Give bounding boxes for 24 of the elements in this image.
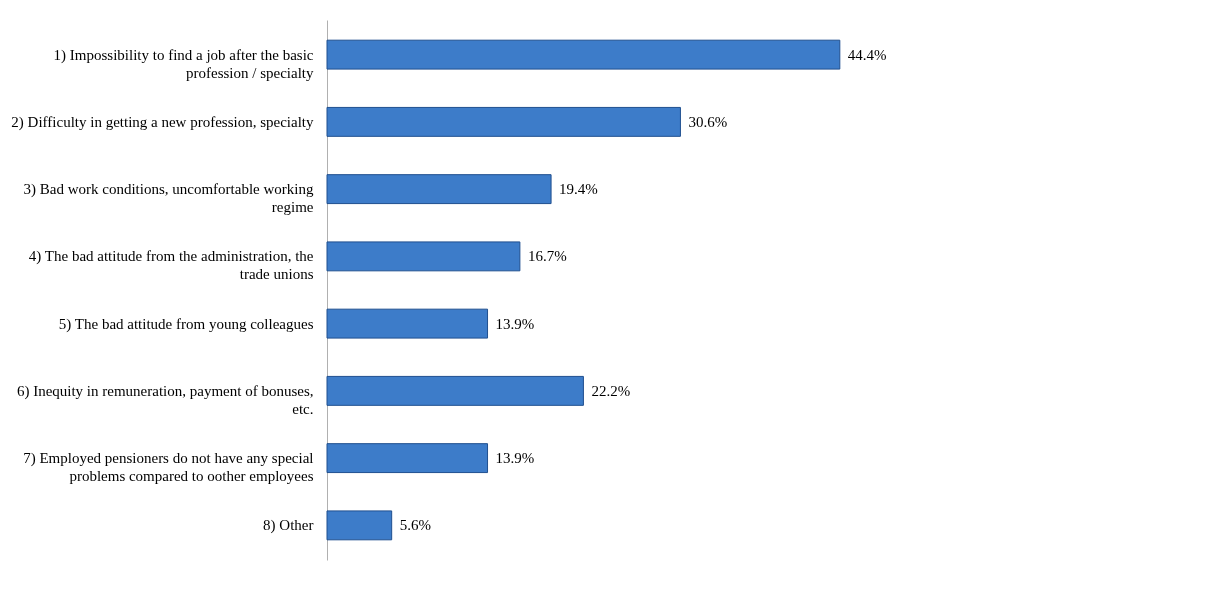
data-label: 30.6% <box>688 113 728 130</box>
y-tick-label: 6) Inequity in remuneration, payment of bonuses, etc. <box>16 382 314 417</box>
y-tick-label: 7) Employed pensioners do not have any special problems compared to oother employees <box>23 450 314 485</box>
y-tick-label: 4) The bad attitude from the administration, the trade unions <box>28 248 314 283</box>
bar <box>326 375 584 406</box>
y-tick-label: 1) Impossibility to find a job after the basic profession / specialty <box>53 46 314 81</box>
data-label: 5.6% <box>399 517 431 534</box>
bar <box>326 39 841 70</box>
bar <box>326 241 521 272</box>
data-label: 44.4% <box>847 46 887 63</box>
bar <box>326 510 393 541</box>
data-label: 16.7% <box>527 248 567 265</box>
data-label: 19.4% <box>559 181 598 198</box>
bar <box>326 443 489 474</box>
bar <box>326 106 681 137</box>
bar <box>326 174 552 205</box>
y-tick-label: 5) The bad attitude from young colleagues <box>58 315 314 333</box>
y-tick-label: 8) Other <box>263 517 314 535</box>
data-label: 13.9% <box>495 450 535 467</box>
y-tick-label: 3) Bad work conditions, uncomfortable working regime <box>23 181 314 216</box>
bar <box>326 308 489 339</box>
y-tick-label: 2) Difficulty in getting a new profession, specialty <box>11 113 314 131</box>
data-label: 22.2% <box>591 382 631 399</box>
data-label: 13.9% <box>495 315 535 332</box>
